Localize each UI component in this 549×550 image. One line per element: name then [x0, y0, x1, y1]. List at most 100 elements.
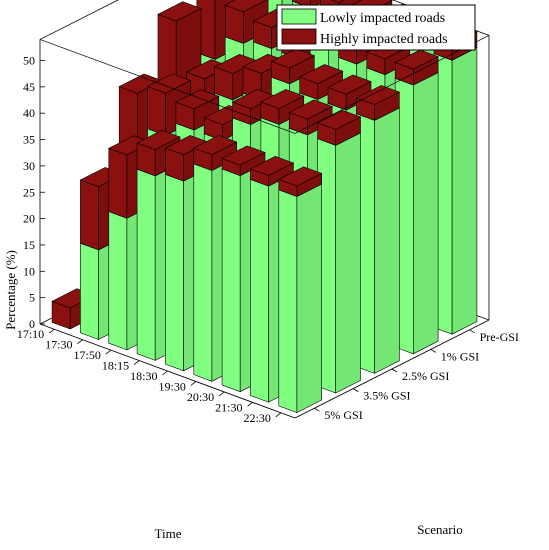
bar-lowly-t0-s0 — [278, 176, 323, 414]
bar-lowly-t0-s2 — [355, 100, 401, 374]
z-tick-label: 10 — [23, 264, 35, 278]
y-tick-mark — [469, 329, 475, 334]
x-tick-label: 21:30 — [215, 400, 242, 414]
x-tick-label: 20:30 — [187, 390, 214, 404]
legend-label-lowly: Lowly impacted roads — [320, 11, 445, 26]
bar-lowly-t0-s0-face-left — [278, 189, 298, 414]
z-tick-label: 0 — [29, 317, 35, 331]
bar-highly-t5-s1 — [175, 89, 220, 131]
y-tick-mark — [352, 388, 359, 392]
bar-lowly-t0-s1-face-right — [335, 132, 361, 394]
z-tick-label: 45 — [23, 80, 35, 94]
bar-lowly-t7-s0-face-left — [80, 242, 99, 340]
bar-highly-t0-s0-face-top — [278, 166, 323, 187]
x-tick-mark — [190, 381, 197, 386]
z-tick-label: 15 — [23, 238, 35, 252]
z-tick-label: 50 — [23, 54, 35, 68]
box-edge-top-front-right — [294, 35, 490, 134]
z-tick-label: 25 — [23, 185, 35, 199]
z-tick-label: 30 — [23, 159, 35, 173]
z-tick-label: 40 — [23, 106, 35, 120]
legend-swatch-lowly — [281, 8, 317, 25]
bar-highly-t2-s0 — [221, 145, 266, 177]
z-tick-label: 35 — [23, 133, 35, 147]
bar-highly-t7-s2-face-top — [157, 1, 202, 22]
bar-highly-t1-s2 — [327, 74, 372, 111]
bar-lowly-t6-s0-face-left — [108, 211, 128, 351]
z-tick-label: 5 — [29, 291, 35, 305]
bar-highly-t0-s2-face-top — [355, 85, 401, 105]
bar-highly-t7-s2 — [157, 1, 202, 90]
bar-lowly-t4-s0-face-left — [165, 173, 184, 372]
x-tick-mark — [133, 360, 140, 365]
box-edge-top-front-left — [39, 39, 296, 134]
bar-highly-t0-s2 — [355, 85, 401, 121]
ticks-group: 0 5 10 15 20 25 30 35 40 45 50 22:3021:3020:3019:30… — [17, 54, 519, 425]
bar-highly-t0-s1 — [316, 109, 362, 146]
bar-highly-t1-s0-face-top — [249, 155, 295, 176]
y-tick-mark — [430, 349, 437, 353]
y-tick-mark — [391, 368, 398, 373]
legend-label-highly: Highly impacted roads — [320, 32, 448, 47]
bar-highly-t0-s0 — [278, 166, 323, 197]
x-tick-mark — [275, 412, 282, 418]
bar-lowly-t0-s3-face-right — [412, 72, 439, 355]
y-tick-mark — [314, 407, 320, 412]
bar-lowly-t3-s0-face-left — [193, 163, 213, 382]
bar-highly-t6-s3-face-top — [224, 0, 268, 13]
x-tick-label: 19:30 — [158, 379, 185, 393]
bar-highly-t3-s0 — [193, 135, 238, 171]
bar-highly-t2-s1-face-top — [260, 89, 305, 109]
z-axis-label: Percentage (%) — [3, 250, 18, 330]
x-tick-mark — [48, 328, 55, 334]
bar-lowly-t0-s2-face-right — [374, 107, 400, 374]
bars-group — [51, 0, 478, 414]
x-tick-label: 22:30 — [243, 411, 270, 425]
bar-highly-t0-s3 — [394, 49, 439, 86]
bar-highly-t2-s1 — [260, 89, 305, 125]
bar-highly-t4-s4-face-top — [330, 0, 345, 3]
bar-lowly-t2-s0-face-left — [221, 168, 241, 393]
x-tick-label: 18:15 — [102, 359, 129, 373]
bar-highly-t6-s0-face-left — [108, 147, 128, 219]
bar-lowly-t1-s0-face-left — [250, 178, 269, 403]
bar-lowly-t0-s3 — [394, 65, 439, 355]
x-tick-mark — [77, 339, 83, 344]
bar-highly-t7-s0-face-left — [80, 179, 99, 251]
legend: Lowly impacted roads Highly impacted roa… — [276, 4, 476, 51]
x-axis-label: Time — [155, 526, 182, 541]
x-tick-mark — [218, 391, 225, 397]
bar-highly-t1-s1-face-top — [288, 99, 333, 120]
bar-highly-t3-s0-face-top — [193, 135, 238, 155]
bar-highly-t6-s1-face-left — [147, 86, 166, 136]
bar-lowly-t0-s1 — [316, 125, 362, 394]
x-tick-label: 17:50 — [73, 348, 100, 362]
x-tick-mark — [247, 402, 253, 407]
bar-highly-t1-s2-face-top — [327, 74, 372, 95]
z-tick-label: 20 — [23, 212, 35, 226]
x-tick-label: 17:10 — [17, 327, 44, 341]
bar-highly-t0-s1-face-top — [316, 109, 362, 130]
bar-lowly-t0-s0-face-right — [296, 183, 323, 414]
bar-highly-t3-s2 — [270, 48, 316, 85]
x-tick-label: 17:30 — [45, 338, 72, 352]
y-tick-label: 3.5% GSI — [363, 389, 410, 403]
bar-highly-t6-s1-face-top — [146, 73, 192, 94]
x-tick-label: 18:30 — [130, 369, 157, 383]
x-tick-mark — [105, 349, 112, 355]
bar-lowly-t0-s4 — [433, 40, 478, 335]
y-axis-label: Scenario — [417, 522, 462, 537]
y-tick-label: Pre-GSI — [480, 330, 519, 344]
bar-lowly-t5-s0-face-left — [136, 168, 156, 361]
y-tick-label: 5% GSI — [324, 408, 362, 422]
y-tick-label: 1% GSI — [441, 349, 479, 363]
bar-highly-t2-s0-face-top — [221, 145, 266, 166]
bar-highly-t2-s2 — [298, 64, 344, 100]
bar-highly-t5-s0-face-top — [136, 129, 181, 150]
bar-lowly-t0-s4-face-right — [451, 47, 478, 335]
x-tick-mark — [162, 370, 168, 376]
bar-highly-t2-s2-face-top — [298, 64, 344, 85]
box-edge-top-back-left — [39, 0, 119, 40]
